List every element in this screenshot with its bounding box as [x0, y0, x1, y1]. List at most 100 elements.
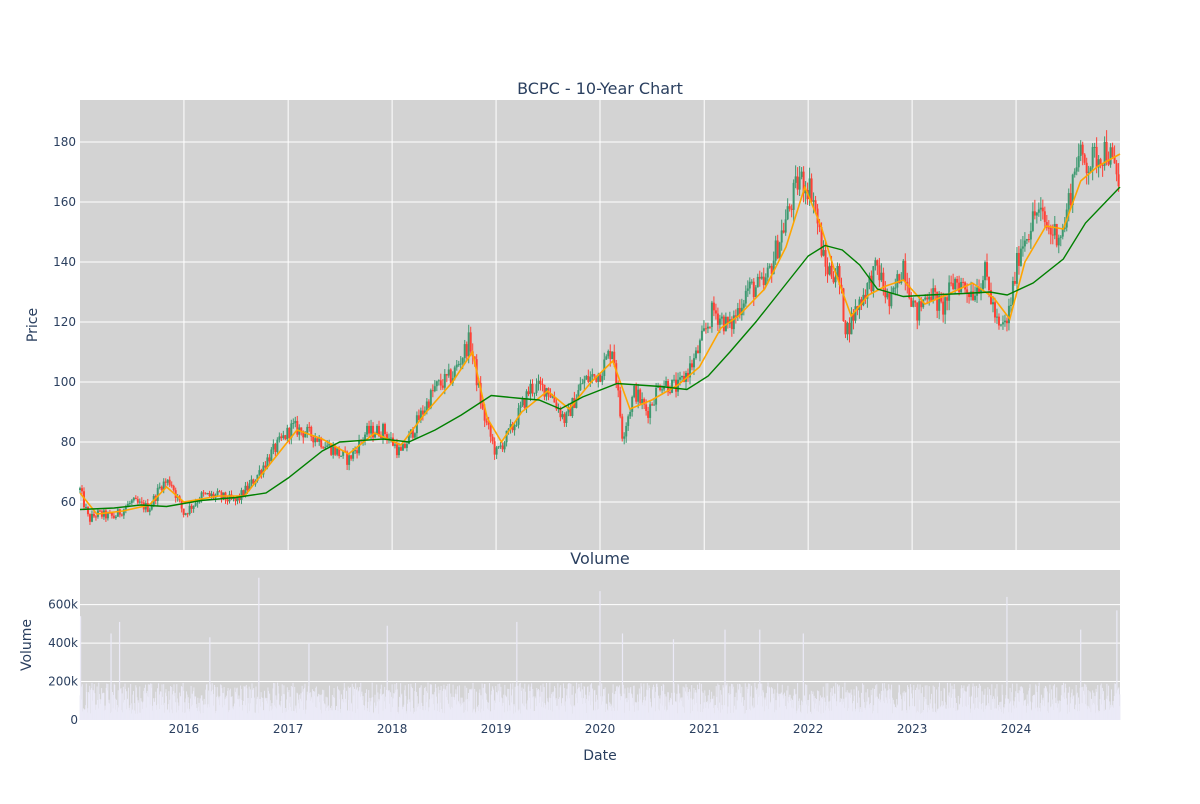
candle-body: [549, 394, 552, 398]
candle-body: [212, 493, 215, 498]
candle-body: [459, 363, 462, 365]
candle-body: [627, 416, 630, 426]
candle-body: [132, 497, 135, 501]
candle-body: [635, 385, 638, 402]
candle-body: [1049, 227, 1052, 235]
candle-body: [437, 380, 440, 382]
date-tick-label: 2020: [585, 722, 616, 736]
candle-body: [780, 230, 783, 243]
candle-body: [306, 426, 309, 434]
candle-body: [399, 447, 402, 451]
price-y-tick-label: 120: [53, 315, 76, 329]
candle-body: [683, 375, 686, 382]
candle-body: [218, 491, 221, 493]
candle-body: [896, 274, 899, 288]
candle-body: [770, 265, 773, 275]
candle-body: [914, 300, 917, 303]
candle-body: [114, 516, 117, 518]
candle-body: [308, 426, 311, 428]
candle-body: [411, 429, 414, 438]
candle-body: [395, 444, 398, 456]
candle-body: [553, 396, 556, 403]
candle-body: [168, 479, 171, 485]
candle-body: [378, 425, 381, 437]
candle-body: [784, 219, 787, 233]
candle-body: [1057, 237, 1060, 246]
candle-body: [148, 509, 151, 512]
candle-body: [946, 297, 949, 301]
price-y-tick-label: 60: [61, 495, 76, 509]
candle-body: [916, 302, 919, 321]
candle-body: [280, 436, 283, 438]
candle-body: [722, 316, 725, 332]
candle-body: [226, 499, 229, 502]
candle-body: [603, 359, 606, 377]
volume-y-tick-label: 0: [70, 713, 78, 727]
candle-body: [1005, 320, 1008, 324]
candle-body: [991, 302, 994, 305]
candle-body: [80, 488, 83, 492]
candle-body: [1021, 246, 1024, 249]
candle-body: [366, 425, 369, 435]
candle-body: [443, 374, 446, 388]
candle-body: [629, 411, 632, 417]
candle-body: [368, 425, 371, 434]
candle-body: [575, 399, 578, 408]
candle-body: [997, 316, 1000, 326]
candle-body: [619, 390, 622, 417]
candle-body: [314, 438, 317, 443]
candle-body: [848, 322, 851, 335]
candle-body: [696, 350, 699, 354]
candle-body: [1075, 167, 1078, 172]
candle-body: [196, 502, 199, 504]
candle-body: [1003, 320, 1006, 323]
candle-body: [320, 438, 323, 448]
candle-body: [1087, 171, 1090, 174]
candle-body: [264, 465, 267, 468]
candle-body: [948, 282, 951, 301]
candle-body: [270, 449, 273, 462]
candle-body: [882, 272, 885, 289]
candle-body: [726, 316, 729, 324]
candle-body: [158, 486, 161, 488]
candle-body: [561, 414, 564, 418]
candle-body: [1001, 322, 1004, 325]
candle-body: [98, 510, 101, 512]
candle-body: [688, 363, 691, 378]
candle-body: [778, 242, 781, 259]
candle-body: [960, 281, 963, 293]
candle-body: [1029, 230, 1032, 240]
candle-body: [794, 176, 797, 183]
candle-body: [1055, 224, 1058, 246]
candle-body: [483, 408, 486, 421]
volume-bars: [79, 577, 1121, 720]
candle-body: [1041, 207, 1044, 212]
candle-body: [1033, 211, 1036, 216]
date-tick-label: 2017: [273, 722, 304, 736]
candle-body: [820, 227, 823, 256]
candle-body: [1111, 147, 1114, 157]
candle-body: [479, 382, 482, 405]
candle-body: [354, 450, 357, 452]
candle-body: [736, 308, 739, 317]
candle-body: [537, 380, 540, 385]
candle-body: [1085, 162, 1088, 174]
candle-body: [374, 434, 377, 438]
candle-body: [1009, 304, 1012, 306]
candle-body: [702, 328, 705, 331]
candle-body: [649, 404, 652, 418]
candle-body: [419, 410, 422, 421]
candle-body: [104, 510, 107, 519]
candle-body: [322, 447, 325, 449]
candle-body: [210, 493, 213, 497]
candle-body: [569, 406, 572, 416]
candle-body: [918, 301, 921, 321]
candle-body: [499, 445, 502, 447]
candle-body: [786, 206, 789, 220]
candle-body: [216, 491, 219, 495]
candle-body: [286, 427, 289, 440]
candle-body: [605, 356, 608, 360]
candle-body: [974, 295, 977, 301]
candle-body: [206, 492, 209, 494]
candle-body: [800, 171, 803, 178]
